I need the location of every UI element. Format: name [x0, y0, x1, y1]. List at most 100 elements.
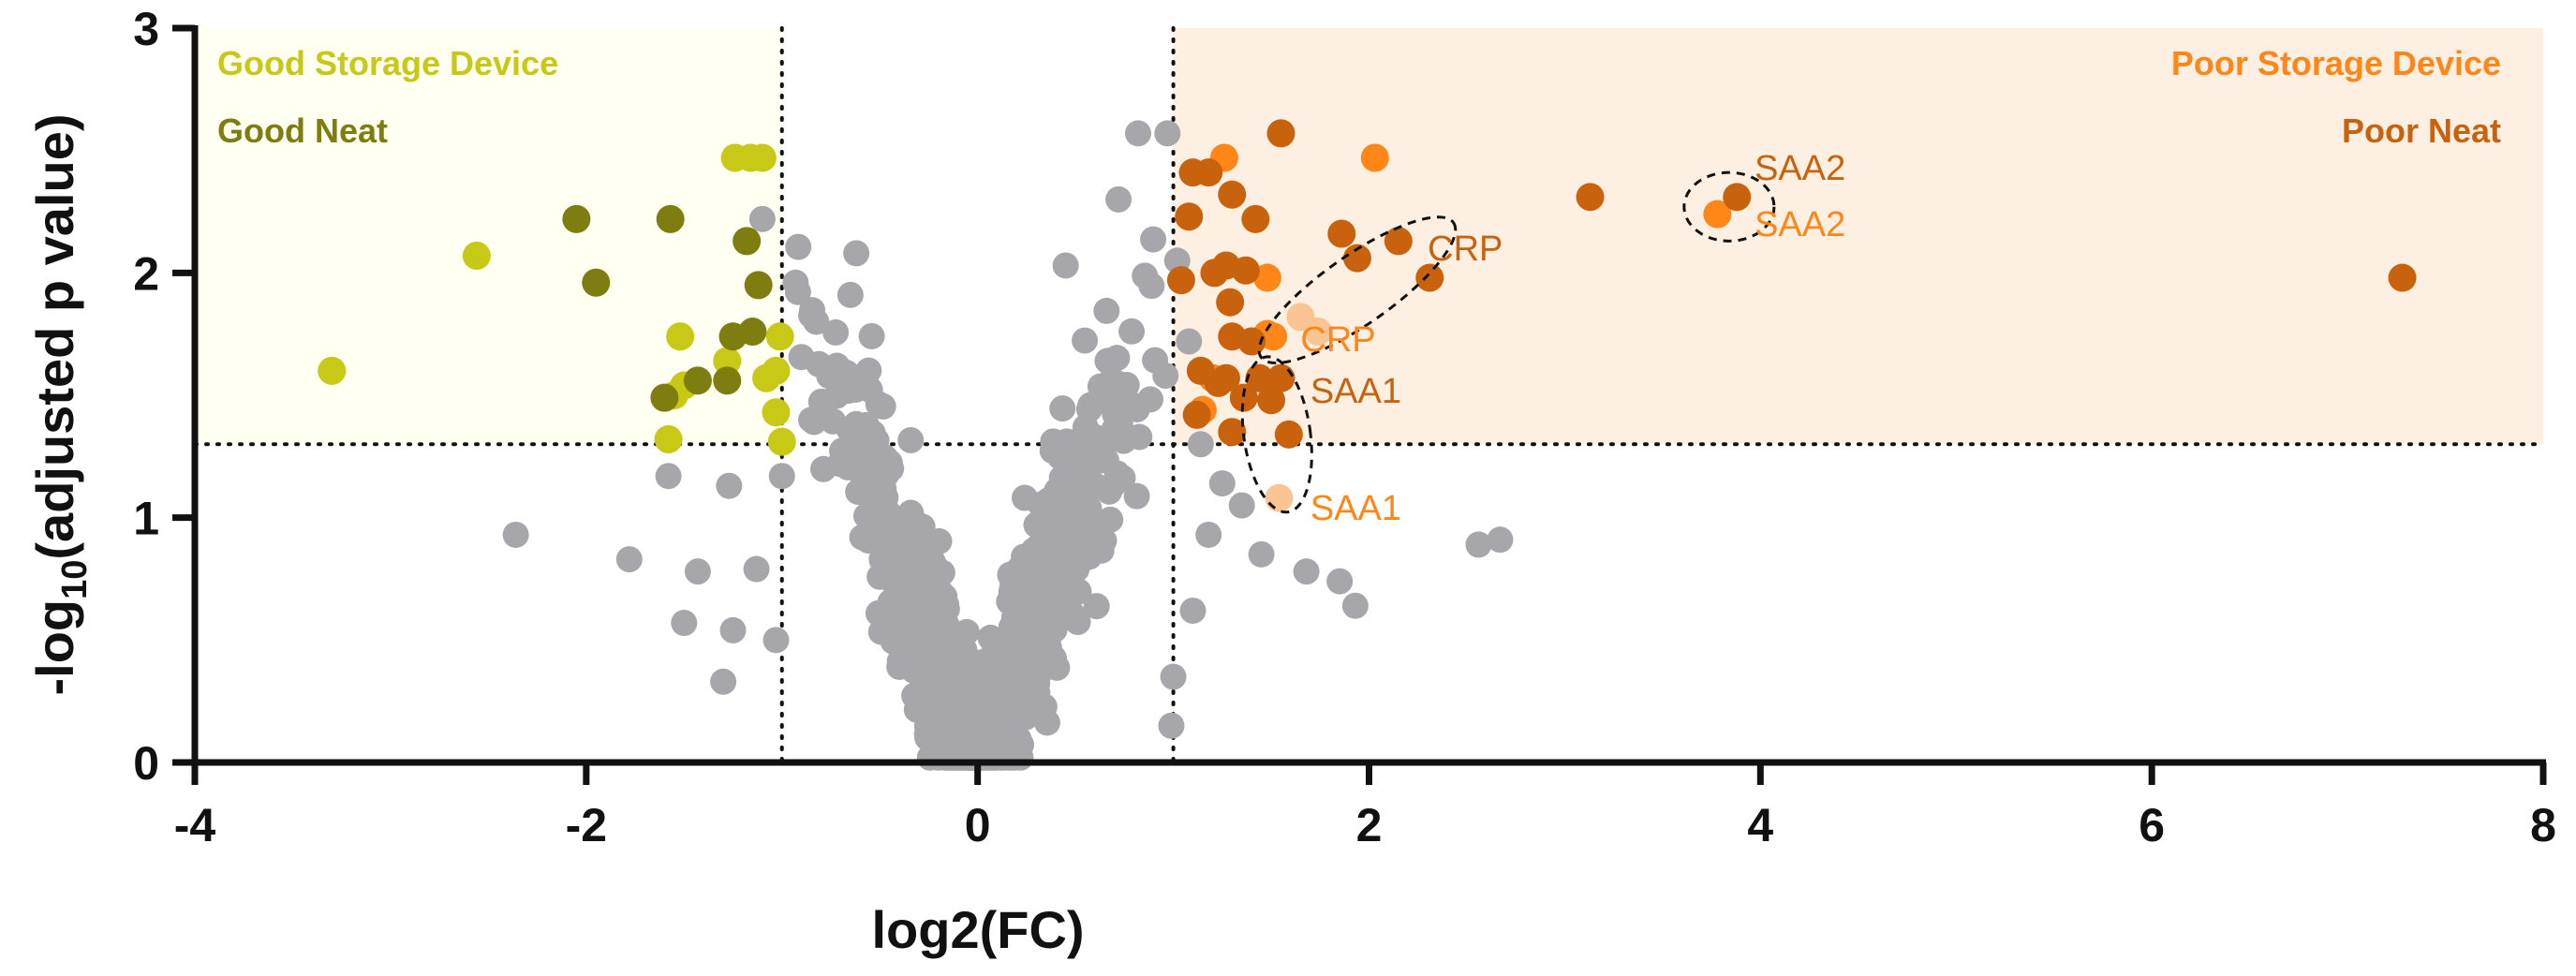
- data-point-not-significant: [998, 578, 1025, 605]
- data-point-not-significant: [1293, 558, 1320, 585]
- data-point-not-significant: [1075, 395, 1103, 422]
- data-point-poor-neat: [1211, 363, 1240, 392]
- annotation-saa1: SAA1: [1310, 372, 1401, 411]
- data-point-not-significant: [1105, 185, 1133, 213]
- data-point-not-significant: [843, 240, 870, 267]
- data-point-not-significant: [842, 376, 869, 403]
- legend-poor-neat: Poor Neat: [2342, 111, 2501, 150]
- data-point-not-significant: [1048, 465, 1075, 492]
- highlight-ellipses: [1240, 170, 1776, 514]
- data-point-not-significant: [1064, 609, 1091, 636]
- data-point-poor-neat: [1218, 418, 1247, 447]
- data-point-poor-storage-device: [1252, 263, 1281, 292]
- annotation-saa2: SAA2: [1754, 205, 1845, 244]
- data-point-not-significant: [816, 362, 843, 390]
- data-point-not-significant: [1123, 482, 1150, 510]
- significant-points: [318, 119, 2417, 512]
- highlight-ellipse-3: [1240, 355, 1313, 514]
- data-point-good-storage-device: [752, 363, 781, 392]
- data-point-not-significant: [1067, 477, 1094, 504]
- data-point-not-significant: [1072, 327, 1099, 354]
- data-point-poor-neat: [1229, 383, 1258, 412]
- data-point-good-storage-device: [748, 143, 777, 172]
- data-point-not-significant: [1030, 693, 1058, 720]
- data-point-not-significant: [903, 545, 930, 572]
- data-point-poor-neat: [1231, 256, 1260, 285]
- data-point-not-significant: [918, 727, 945, 754]
- data-point-not-significant: [993, 693, 1020, 720]
- data-point-not-significant: [866, 476, 894, 503]
- data-point-good-storage-device: [713, 347, 742, 376]
- data-point-poor-neat: [1218, 180, 1247, 209]
- data-point-light-labeled-points: [1304, 318, 1333, 347]
- data-point-not-significant: [913, 704, 940, 732]
- data-point-not-significant: [1035, 543, 1062, 570]
- data-point-not-significant: [1208, 470, 1236, 497]
- data-point-light-labeled-points: [1265, 483, 1294, 512]
- data-point-not-significant: [943, 679, 970, 706]
- data-point-not-significant: [1195, 521, 1222, 548]
- data-point-not-significant: [788, 344, 815, 371]
- x-axis-title: log2(FC): [871, 900, 1084, 959]
- data-point-poor-storage-device: [1703, 200, 1732, 229]
- x-tick-label: 8: [2530, 799, 2556, 851]
- data-point-not-significant: [953, 727, 980, 754]
- data-point-poor-neat: [1166, 266, 1195, 295]
- data-point-not-significant: [832, 451, 859, 479]
- data-point-poor-neat: [1182, 400, 1211, 429]
- data-point-good-neat: [718, 322, 748, 351]
- data-point-not-significant: [863, 427, 890, 454]
- data-point-not-significant: [803, 308, 830, 335]
- data-point-not-significant: [1248, 540, 1275, 568]
- data-point-not-significant: [655, 463, 682, 490]
- data-point-not-significant: [719, 616, 747, 643]
- legend-good-neat: Good Neat: [217, 111, 388, 150]
- highlight-ellipse-1: [1682, 170, 1776, 243]
- data-point-poor-neat: [1384, 227, 1413, 256]
- data-point-not-significant: [868, 546, 896, 573]
- x-tick-label: 6: [2139, 799, 2165, 851]
- data-point-poor-neat: [1175, 202, 1204, 231]
- data-point-good-neat: [562, 204, 591, 233]
- data-point-not-significant: [1027, 491, 1054, 518]
- data-point-good-storage-device: [666, 322, 695, 351]
- data-point-not-significant: [1093, 297, 1120, 324]
- y-tick-label: 1: [133, 493, 159, 545]
- data-point-not-significant: [1123, 395, 1150, 422]
- data-point-not-significant: [1018, 596, 1045, 623]
- data-point-not-significant: [897, 426, 925, 453]
- data-point-not-significant: [998, 614, 1025, 641]
- data-point-not-significant: [1106, 411, 1133, 438]
- y-axis-title-main: -log: [25, 599, 84, 696]
- data-point-not-significant: [855, 357, 882, 384]
- data-point-not-significant: [1083, 593, 1110, 620]
- data-point-poor-neat: [2388, 263, 2417, 292]
- data-point-not-significant: [1341, 592, 1369, 619]
- data-point-poor-neat: [1257, 386, 1286, 415]
- data-point-not-significant: [1154, 120, 1181, 147]
- annotation-crp: CRP: [1300, 320, 1375, 360]
- significance-regions: [195, 28, 2543, 445]
- highlight-ellipse-2: [1257, 215, 1458, 365]
- data-point-not-significant: [858, 322, 885, 349]
- data-point-not-significant: [1008, 732, 1035, 759]
- data-point-not-significant: [1187, 431, 1214, 458]
- data-point-good-storage-device: [654, 425, 683, 454]
- data-point-not-significant: [782, 269, 809, 296]
- data-point-not-significant: [798, 407, 825, 434]
- y-tick-label: 3: [133, 3, 159, 55]
- data-point-good-neat: [733, 227, 762, 256]
- data-point-good-neat: [650, 383, 679, 412]
- data-point-good-storage-device: [765, 322, 794, 351]
- annotation-crp: CRP: [1428, 229, 1503, 269]
- x-tick-label: -2: [566, 799, 607, 851]
- data-point-good-neat: [582, 268, 611, 297]
- y-axis-title: -log10(adjusted p value): [25, 114, 95, 696]
- data-point-good-neat: [683, 366, 712, 395]
- data-point-not-significant: [1042, 581, 1069, 608]
- data-point-not-significant: [989, 667, 1016, 694]
- data-point-not-significant: [748, 205, 776, 232]
- data-point-not-significant: [684, 558, 711, 585]
- data-point-not-significant: [977, 744, 1004, 771]
